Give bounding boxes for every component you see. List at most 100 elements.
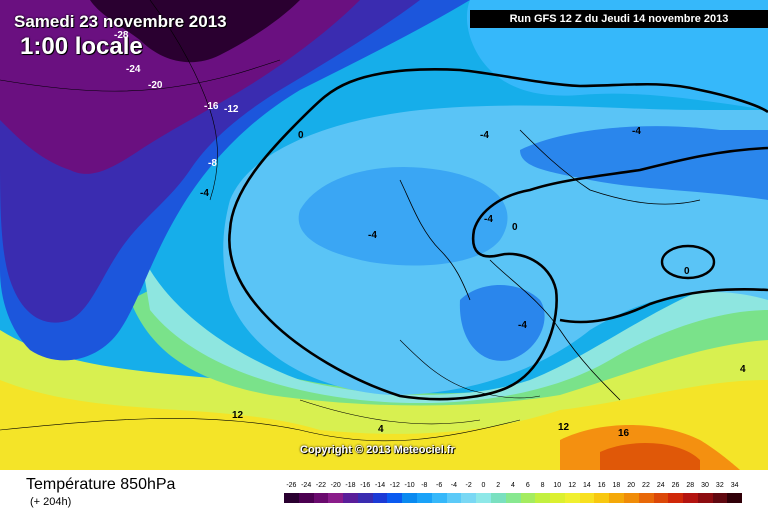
scale-swatch [490, 493, 506, 503]
scale-swatch [609, 493, 624, 503]
scale-swatch [623, 493, 639, 503]
scale-swatch [505, 493, 521, 503]
isotherm-label: 4 [378, 424, 384, 435]
isotherm-label: -8 [208, 158, 217, 169]
scale-tick-label: 28 [686, 482, 695, 489]
isotherm-label: -4 [632, 126, 641, 137]
isotherm-label: 16 [618, 428, 630, 439]
isotherm-label: -24 [126, 64, 141, 75]
scale-tick-label: 18 [612, 482, 621, 489]
zone-red [600, 442, 700, 470]
isotherm-label: 12 [558, 422, 570, 433]
scale-tick-label: 34 [730, 482, 739, 489]
scale-tick-label: -10 [404, 482, 415, 489]
isotherm-label: -4 [518, 320, 527, 331]
scale-swatch [550, 493, 565, 503]
scale-tick-label: -20 [330, 482, 341, 489]
scale-tick-label: 22 [642, 482, 650, 489]
scale-tick-label: 8 [540, 482, 545, 489]
zone-cyan [140, 250, 768, 404]
scale-tick-label: 6 [525, 482, 530, 489]
scale-swatch [446, 493, 462, 503]
scale-tick-label: 4 [511, 482, 515, 489]
forecast-date: Samedi 23 novembre 2013 [14, 12, 227, 31]
scale-swatch [343, 493, 358, 503]
scale-tick-label: 2 [496, 482, 501, 489]
scale-tick-label: 16 [597, 482, 606, 489]
scale-tick-label: 14 [582, 482, 591, 489]
isotherm-label: -4 [480, 130, 489, 141]
isotherm-label: -12 [224, 104, 239, 115]
scale-tick-label: 12 [568, 482, 576, 489]
scale-swatch [298, 493, 314, 503]
scale-swatch [564, 493, 580, 503]
scale-tick-label: 24 [656, 482, 665, 489]
scale-tick-label: 10 [553, 482, 562, 489]
scale-swatch [431, 493, 447, 503]
copyright-notice: Copyright © 2013 Meteociel.fr [300, 444, 455, 456]
scale-tick-label: 32 [715, 482, 724, 489]
coastline-uk [399, 179, 471, 301]
isotherm-label: 0 [512, 222, 518, 233]
scale-swatch [668, 493, 684, 503]
isotherm-label: 0 [298, 130, 304, 141]
color-scale-labels: -26 -24 -22 -20 -18 -16 -14 -12 -10 -8 -6 -4 -2 0 2 4 6 8… [284, 482, 742, 494]
scale-tick-label: -12 [389, 482, 400, 489]
isotherm-label: -28 [114, 30, 129, 41]
isotherm-label: -4 [368, 230, 377, 241]
scale-tick-label: -4 [450, 482, 457, 489]
forecast-offset: (+ 204h) [30, 496, 72, 508]
map-footer: Température 850hPa (+ 204h) -26 -24 -22 -20… [0, 470, 768, 512]
zone-black-core [90, 0, 300, 63]
scale-tick-label: -14 [374, 482, 386, 489]
scale-tick-label: -8 [421, 482, 428, 489]
scale-swatch [328, 493, 344, 503]
scale-swatch [535, 493, 551, 503]
pocket-scandinavia [520, 126, 768, 200]
isotherm-label: 0 [684, 266, 690, 277]
zone-green [130, 290, 768, 406]
scale-tick-label: 26 [671, 482, 680, 489]
scale-swatch [402, 493, 418, 503]
scale-swatch [313, 493, 329, 503]
isotherm-label: -20 [148, 80, 163, 91]
scale-tick-label: -24 [301, 482, 312, 489]
scale-swatch [520, 493, 536, 503]
isotherm-zero-north [228, 68, 768, 231]
scale-swatch [579, 493, 595, 503]
scale-swatch [683, 493, 698, 503]
scale-tick-label: -2 [465, 482, 472, 489]
isotherm-zero-main [228, 146, 768, 401]
scale-tick-label: 0 [481, 482, 486, 489]
scale-swatch [461, 493, 477, 503]
isotherm-minus24 [0, 59, 281, 92]
isotherm-label: -4 [484, 214, 493, 225]
scale-swatch [284, 493, 299, 503]
coastline-europe [489, 259, 621, 401]
model-run-label: Run GFS 12 Z du Jeudi 14 novembre 2013 [470, 10, 768, 28]
scale-tick-label: -18 [345, 482, 356, 489]
isotherm-zero-closed [660, 244, 716, 280]
scale-tick-label: -16 [360, 482, 371, 489]
coastline-scandinavia [519, 129, 701, 205]
field-title: Température 850hPa [26, 476, 176, 493]
coastline-iberia [399, 339, 541, 399]
forecast-time: 1:00 locale [20, 33, 143, 60]
isotherm-label: 12 [232, 410, 244, 421]
scale-swatch [697, 493, 713, 503]
scale-swatch [417, 493, 432, 503]
coastline-africa [0, 418, 521, 442]
scale-swatch [594, 493, 610, 503]
scale-swatch [357, 493, 373, 503]
pocket-france [459, 285, 545, 361]
isotherm-label: -16 [204, 101, 219, 112]
isotherm-label: -4 [200, 188, 209, 199]
map-canvas [0, 0, 768, 470]
scale-tick-label: 20 [627, 482, 636, 489]
isotherm-minus8 [149, 0, 218, 201]
scale-tick-label: -6 [436, 482, 443, 489]
color-scale-swatches [284, 493, 743, 503]
pocket-west [298, 166, 508, 266]
isotherm-label: 4 [740, 364, 746, 375]
temperature-map: Samedi 23 novembre 2013 1:00 locale Run … [0, 0, 768, 470]
